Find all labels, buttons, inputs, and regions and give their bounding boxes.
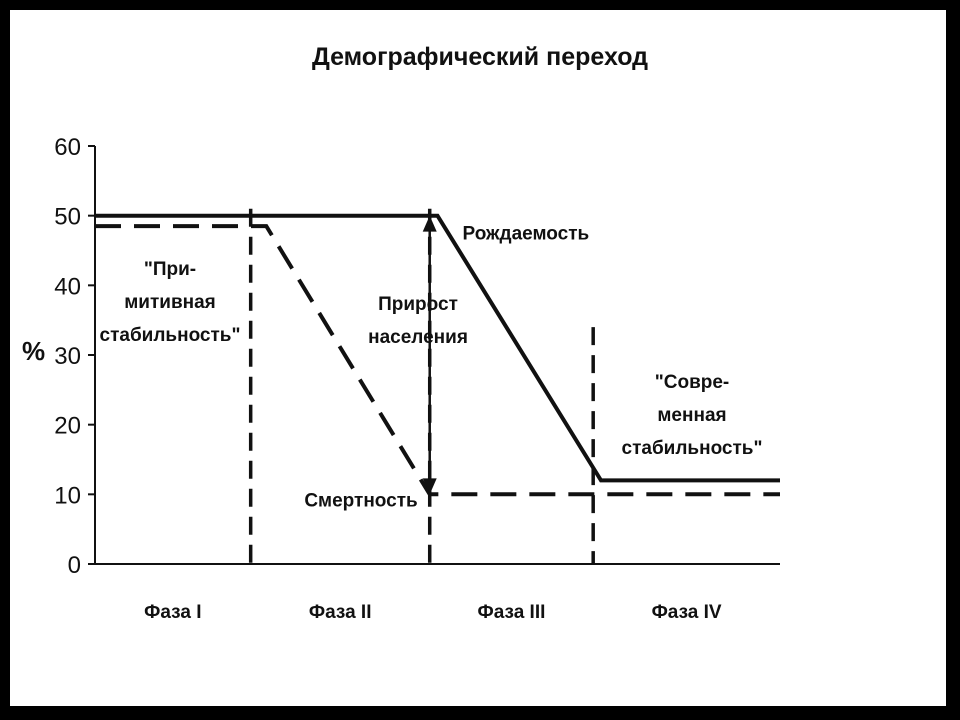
y-ticks: 0 10 20 30 40 50 60 — [54, 134, 95, 579]
primitive-stability-label: стабильность" — [100, 325, 241, 346]
y-tick-label: 0 — [68, 552, 81, 579]
y-tick-label: 60 — [54, 134, 81, 161]
axes — [94, 146, 780, 565]
y-tick-label: 20 — [54, 413, 81, 440]
death-rate-label: Смертность — [304, 490, 417, 511]
population-growth-label: Прирост — [378, 294, 458, 315]
phase-label: Фаза I — [144, 602, 201, 623]
y-tick-label: 40 — [54, 273, 81, 300]
modern-stability-label: "Совре- — [655, 372, 730, 393]
y-tick-label: 50 — [54, 204, 81, 231]
phase-label: Фаза III — [477, 602, 545, 623]
y-tick-label: 10 — [54, 482, 81, 509]
modern-stability-label: стабильность" — [622, 438, 763, 459]
demographic-transition-chart: Демографический переход % 0102030405060 … — [22, 43, 780, 623]
arrow-head-down — [422, 478, 437, 495]
arrow-head-up — [422, 215, 437, 232]
phase-label: Фаза IV — [652, 602, 722, 623]
birth-rate-line — [95, 213, 780, 483]
death-rate-line — [95, 224, 780, 497]
series-lines — [95, 213, 780, 497]
birth-rate-label: Рождаемость — [463, 224, 590, 245]
chart-frame: Демографический переход % 0 10 20 30 40 50 60 … — [10, 10, 946, 706]
primitive-stability-label: митивная — [124, 292, 216, 313]
chart-title: Демографический переход — [312, 43, 648, 71]
primitive-stability-label: "При- — [144, 259, 196, 280]
population-growth-label: населения — [368, 327, 468, 348]
phase-dividers: Фаза I Фаза II Фаза III Фаза IV — [144, 208, 722, 623]
y-tick-label: 30 — [54, 343, 81, 370]
phase-label: Фаза II — [309, 602, 372, 623]
modern-stability-label: менная — [657, 405, 726, 426]
y-axis-label: % — [22, 336, 45, 366]
growth-arrow — [422, 215, 437, 495]
annotations: Рождаемость Смертность "При-митивная стабил… — [100, 224, 763, 512]
